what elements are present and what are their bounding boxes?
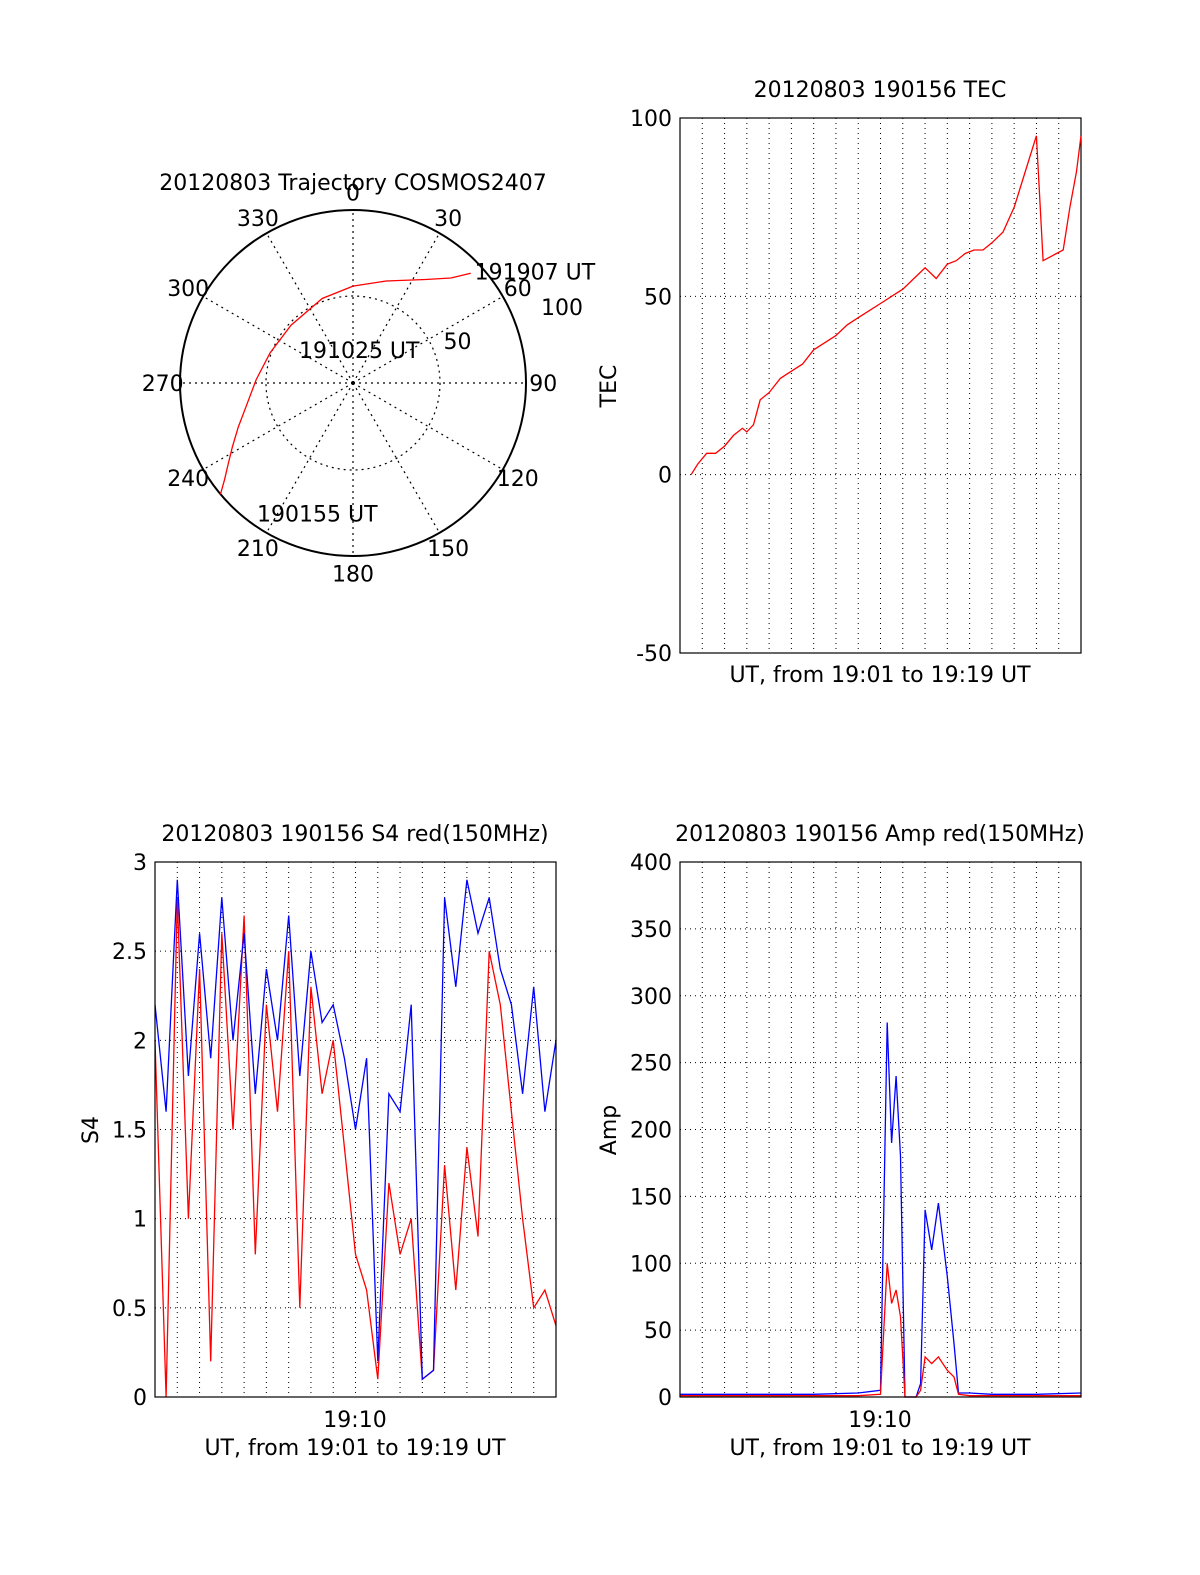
polar-radius-labels: 50 100: [443, 296, 582, 355]
amp-title: 20120803 190156 Amp red(150MHz): [675, 822, 1085, 847]
y-tick-label: 1.5: [112, 1119, 147, 1144]
polar-angle-label: 210: [237, 537, 279, 562]
polar-annotation: 191907 UT: [475, 260, 596, 285]
polar-title: 20120803 Trajectory COSMOS2407: [159, 171, 546, 196]
y-tick-label: 100: [630, 1252, 672, 1277]
polar-angle-label: 300: [167, 277, 209, 302]
polar-angle-label: 30: [434, 207, 462, 232]
tec-y-axis-label: TEC: [597, 365, 622, 409]
amp-panel: 20120803 190156 Amp red(150MHz) 0 50 100 15…: [597, 822, 1085, 1461]
y-tick-label: 0: [133, 1386, 147, 1411]
s4-series-line: [154, 897, 557, 1398]
tec-plot-frame: [679, 117, 1082, 654]
tec-grid: [680, 117, 1081, 654]
polar-outer-circle: [179, 209, 527, 557]
y-tick-label: 1: [133, 1208, 147, 1233]
y-tick-label: 50: [644, 285, 672, 310]
polar-angle-labels: 0 30 60 90 120 150 180 210 240 270 300 330: [142, 182, 558, 588]
s4-y-tick-labels: 0 0.5 1 1.5 2 2.5 3: [112, 851, 147, 1411]
y-tick-label: 2.5: [112, 940, 147, 965]
y-tick-label: 50: [644, 1319, 672, 1344]
tec-title: 20120803 190156 TEC: [754, 78, 1007, 103]
polar-angle-label: 270: [142, 372, 184, 397]
polar-trajectory-line: [219, 272, 471, 495]
y-tick-label: 200: [630, 1119, 672, 1144]
polar-angle-label: 150: [427, 537, 469, 562]
polar-spoke: [202, 382, 354, 471]
polar-annotation: 190155 UT: [257, 503, 378, 528]
polar-spoke: [352, 295, 504, 384]
y-tick-label: 150: [630, 1185, 672, 1210]
tec-panel: 20120803 190156 TEC -50 0 50 100 TEC UT, fr…: [597, 78, 1082, 688]
amp-y-axis-label: Amp: [597, 1105, 622, 1155]
polar-angle-label: 180: [332, 562, 374, 587]
polar-angle-label: 60: [504, 277, 532, 302]
s4-grid: [155, 861, 556, 1398]
y-tick-label: 300: [630, 985, 672, 1010]
polar-annotation: 191025 UT: [299, 339, 420, 364]
y-tick-label: -50: [636, 642, 672, 667]
polar-angle-label: 330: [237, 207, 279, 232]
s4-x-tick-label: 19:10: [323, 1408, 386, 1433]
s4-series-lines: [154, 879, 557, 1398]
amp-series-line: [680, 1022, 1082, 1398]
amp-x-axis-label: UT, from 19:01 to 19:19 UT: [729, 1436, 1031, 1461]
polar-radius-label: 50: [443, 330, 471, 355]
polar-spoke: [352, 232, 441, 384]
s4-title: 20120803 190156 S4 red(150MHz): [161, 822, 548, 847]
polar-spoke: [352, 382, 441, 534]
polar-spoke: [352, 382, 504, 471]
polar-angle-label: 240: [167, 467, 209, 492]
amp-y-tick-labels: 0 50 100 150 200 250 300 350 400: [630, 851, 672, 1411]
y-tick-label: 3: [133, 851, 147, 876]
polar-spoke: [202, 295, 354, 384]
tec-y-tick-labels: -50 0 50 100: [630, 107, 672, 667]
polar-trajectory-panel: 20120803 Trajectory COSMOS2407 0 30 60 90 12…: [142, 171, 596, 587]
polar-inner-circle: [265, 295, 441, 471]
tec-x-axis-label: UT, from 19:01 to 19:19 UT: [729, 663, 1031, 688]
polar-annotations: 191907 UT 191025 UT 190155 UT: [257, 260, 596, 527]
amp-plot-frame: [679, 861, 1082, 1398]
polar-spoke: [265, 382, 354, 534]
polar-spokes: [180, 210, 526, 556]
s4-plot-frame: [154, 861, 557, 1398]
tec-series-line: [690, 135, 1082, 476]
s4-panel: 20120803 190156 S4 red(150MHz) 0 0.5 1 1.5 2…: [79, 822, 557, 1461]
amp-grid: [680, 861, 1081, 1398]
y-tick-label: 0: [658, 464, 672, 489]
polar-angle-label: 120: [497, 467, 539, 492]
polar-radius-label: 100: [541, 296, 583, 321]
y-tick-label: 100: [630, 107, 672, 132]
amp-x-tick-label: 19:10: [848, 1408, 911, 1433]
amp-series-lines: [680, 1022, 1082, 1398]
s4-x-axis-label: UT, from 19:01 to 19:19 UT: [204, 1436, 506, 1461]
y-tick-label: 350: [630, 918, 672, 943]
s4-y-axis-label: S4: [79, 1116, 104, 1144]
y-tick-label: 2: [133, 1029, 147, 1054]
polar-spoke: [265, 232, 354, 384]
y-tick-label: 0.5: [112, 1297, 147, 1322]
y-tick-label: 250: [630, 1052, 672, 1077]
y-tick-label: 400: [630, 851, 672, 876]
polar-angle-label: 0: [346, 182, 360, 207]
s4-series-line: [154, 879, 557, 1381]
polar-angle-label: 90: [529, 372, 557, 397]
y-tick-label: 0: [658, 1386, 672, 1411]
